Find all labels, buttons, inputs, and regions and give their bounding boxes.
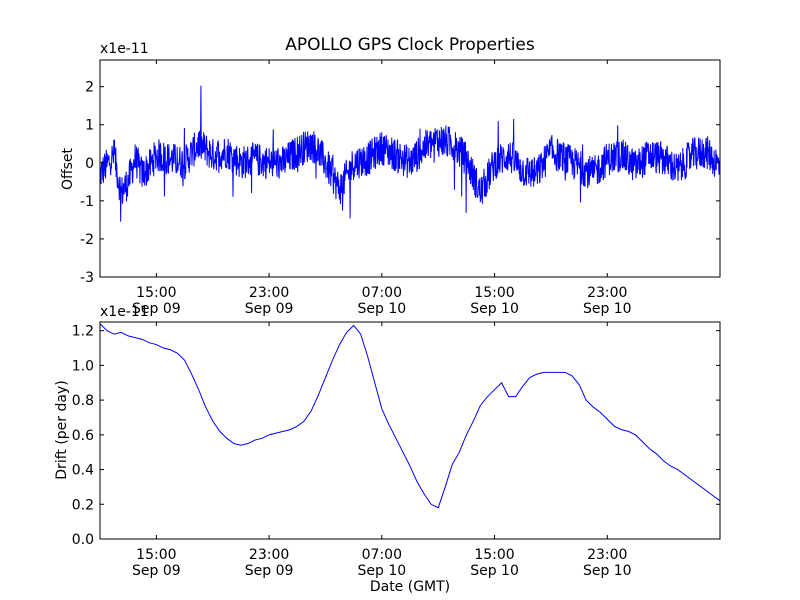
y-tick-label: 0.2 (72, 497, 94, 513)
x-tick-time-label: 23:00 (587, 547, 627, 563)
x-tick-time-label: 15:00 (474, 547, 514, 563)
x-tick-time-label: 15:00 (136, 547, 176, 563)
y-tick-label: 0.0 (72, 532, 94, 548)
offset-scale-label: x1e-11 (100, 41, 149, 57)
drift-scale-label: x1e-11 (100, 304, 149, 320)
y-tick-label: 2 (85, 80, 94, 96)
x-tick-date-label: Sep 10 (357, 563, 406, 579)
x-tick-date-label: Sep 09 (245, 301, 294, 317)
y-tick-label: 1 (85, 118, 94, 134)
y-tick-label: -3 (80, 270, 94, 286)
x-tick-date-label: Sep 10 (357, 301, 406, 317)
y-tick-label: 1.0 (72, 358, 94, 374)
drift-panel: x1e-11 Drift (per day) Date (GMT) 0.0 0.2… (54, 304, 721, 595)
x-tick-time-label: 15:00 (474, 285, 514, 301)
y-tick-label: 0.6 (72, 428, 94, 444)
x-tick-date-label: Sep 10 (470, 301, 519, 317)
y-tick-label: -2 (80, 232, 94, 248)
drift-series-line (99, 323, 721, 509)
x-tick-time-label: 23:00 (249, 547, 289, 563)
y-tick-label: 0 (85, 156, 94, 172)
x-tick-date-label: Sep 09 (245, 563, 294, 579)
x-tick-date-label: Sep 10 (583, 301, 632, 317)
x-tick-time-label: 07:00 (362, 547, 402, 563)
x-axis-label: Date (GMT) (370, 579, 450, 595)
y-tick-label: -1 (80, 194, 94, 210)
x-tick-date-label: Sep 09 (132, 563, 181, 579)
x-tick-time-label: 07:00 (362, 285, 402, 301)
offset-series-line (99, 85, 721, 222)
offset-panel: APOLLO GPS Clock Properties x1e-11 Offse… (60, 35, 721, 317)
offset-y-axis-label: Offset (60, 147, 76, 190)
plot-frame (99, 59, 721, 278)
y-tick-label: 1.2 (72, 324, 94, 340)
y-tick-label: 0.4 (72, 463, 94, 479)
y-tick-label: 0.8 (72, 393, 94, 409)
x-tick-date-label: Sep 10 (470, 563, 519, 579)
x-tick-time-label: 23:00 (587, 285, 627, 301)
plot-frame (99, 321, 721, 540)
x-tick-time-label: 23:00 (249, 285, 289, 301)
x-tick-date-label: Sep 10 (583, 563, 632, 579)
x-tick-time-label: 15:00 (136, 285, 176, 301)
drift-y-axis-label: Drift (per day) (54, 380, 70, 479)
x-tick-date-label: Sep 09 (132, 301, 181, 317)
chart-title: APOLLO GPS Clock Properties (285, 35, 535, 55)
